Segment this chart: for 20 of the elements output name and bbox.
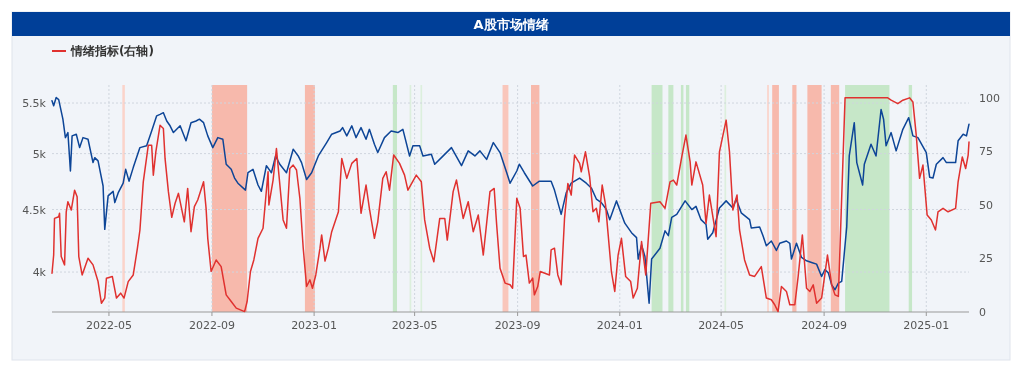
legend-label: 情绪指标(右轴) — [70, 44, 154, 58]
chart-title: A股市场情绪 — [473, 17, 549, 32]
y2-tick-label: 50 — [979, 198, 993, 212]
y-tick-label: 5.5k — [22, 97, 47, 111]
y-tick-label: 4k — [32, 266, 47, 280]
y2-tick-label: 25 — [979, 252, 993, 266]
y-tick-label: 4.5k — [22, 203, 47, 217]
x-tick-label: 2024-01 — [596, 319, 643, 332]
x-tick-label: 2023-01 — [291, 319, 338, 332]
x-tick-label: 2022-05 — [85, 319, 132, 332]
x-tick-label: 2024-05 — [698, 319, 745, 332]
y2-tick-label: 75 — [979, 145, 993, 159]
y-tick-label: 5k — [32, 147, 47, 161]
x-tick-label: 2025-01 — [903, 319, 950, 332]
y2-tick-label: 0 — [979, 306, 986, 319]
x-tick-label: 2023-05 — [391, 319, 438, 332]
x-tick-label: 2022-09 — [188, 319, 235, 332]
y2-tick-label: 100 — [979, 91, 1000, 105]
x-tick-label: 2024-09 — [801, 319, 848, 332]
x-tick-label: 2023-09 — [494, 319, 541, 332]
